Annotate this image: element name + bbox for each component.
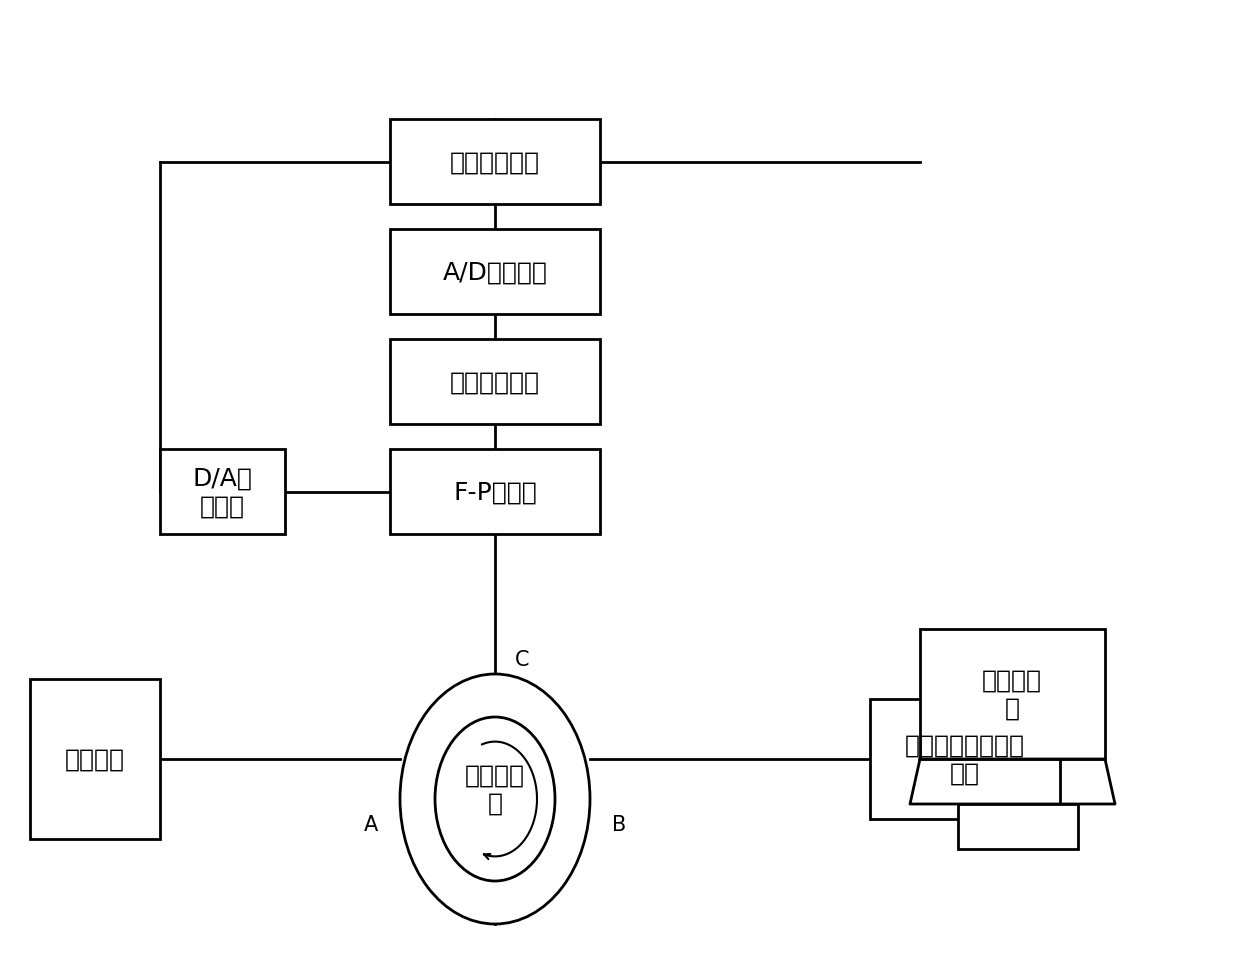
Text: B: B: [613, 814, 626, 834]
Text: F-P滤波器: F-P滤波器: [453, 480, 537, 504]
Polygon shape: [910, 759, 1115, 804]
Text: 计算机模
块: 计算机模 块: [982, 669, 1042, 720]
Ellipse shape: [401, 675, 590, 924]
Text: D/A转
换模块: D/A转 换模块: [192, 466, 253, 518]
Bar: [870, 700, 1060, 819]
Text: A/D转换模块: A/D转换模块: [443, 260, 547, 284]
Text: 采集控制模块: 采集控制模块: [450, 150, 539, 174]
Ellipse shape: [435, 717, 556, 881]
Text: 光电转换模块: 光电转换模块: [450, 370, 539, 394]
Bar: [391, 120, 600, 205]
Text: A: A: [363, 814, 378, 834]
Text: C: C: [515, 650, 529, 669]
Bar: [160, 450, 285, 534]
Bar: [30, 679, 160, 839]
Bar: [957, 804, 1078, 850]
Bar: [920, 629, 1105, 759]
Bar: [391, 450, 600, 534]
Text: 光纤环形
器: 光纤环形 器: [465, 763, 525, 815]
Text: 宽带光源: 宽带光源: [64, 748, 125, 771]
Bar: [391, 230, 600, 314]
Bar: [391, 339, 600, 425]
Text: 蓝宝石光纤光栅传
感器: 蓝宝石光纤光栅传 感器: [905, 733, 1025, 785]
